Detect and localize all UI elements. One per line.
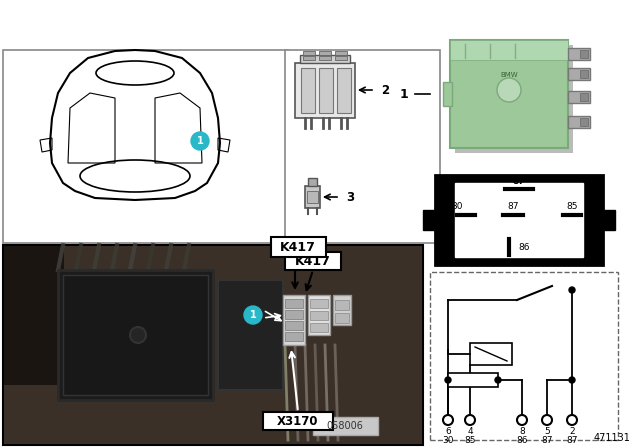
- Bar: [568, 68, 590, 80]
- Bar: [601, 210, 615, 230]
- Circle shape: [567, 415, 577, 425]
- Bar: [285, 50, 440, 243]
- Bar: [308, 295, 330, 335]
- Bar: [4, 246, 64, 385]
- Bar: [568, 91, 590, 103]
- Bar: [263, 412, 333, 430]
- Bar: [568, 116, 590, 128]
- Bar: [285, 252, 341, 270]
- Text: 30: 30: [451, 202, 463, 211]
- Circle shape: [542, 415, 552, 425]
- Text: 30: 30: [442, 435, 454, 444]
- Bar: [4, 246, 422, 444]
- Text: 87: 87: [566, 435, 578, 444]
- Bar: [301, 68, 315, 113]
- Bar: [335, 51, 347, 55]
- Circle shape: [569, 287, 575, 293]
- Bar: [448, 373, 498, 387]
- Bar: [285, 299, 303, 308]
- Bar: [450, 40, 568, 148]
- Text: K417: K417: [295, 254, 331, 267]
- Bar: [303, 56, 315, 60]
- Bar: [303, 51, 315, 55]
- Bar: [218, 280, 283, 390]
- Bar: [430, 272, 618, 440]
- Bar: [271, 237, 326, 257]
- Text: 5: 5: [544, 426, 550, 435]
- Text: X3170: X3170: [277, 414, 319, 427]
- Text: K417: K417: [280, 241, 316, 254]
- Bar: [3, 50, 288, 243]
- Bar: [450, 40, 568, 60]
- Bar: [319, 68, 333, 113]
- Bar: [335, 300, 349, 310]
- Bar: [470, 343, 512, 365]
- Bar: [283, 295, 305, 345]
- Circle shape: [443, 415, 453, 425]
- Bar: [307, 191, 318, 203]
- Text: 471131: 471131: [593, 433, 630, 443]
- Circle shape: [130, 327, 146, 343]
- Text: 85: 85: [566, 202, 578, 211]
- Bar: [580, 50, 588, 58]
- Bar: [455, 45, 573, 153]
- Bar: [285, 321, 303, 330]
- Bar: [319, 56, 331, 60]
- Text: BMW: BMW: [500, 72, 518, 78]
- Bar: [305, 186, 320, 208]
- Text: 8: 8: [519, 426, 525, 435]
- Circle shape: [569, 377, 575, 383]
- Bar: [310, 311, 328, 320]
- Text: 058006: 058006: [326, 421, 364, 431]
- Bar: [580, 70, 588, 78]
- Text: 1: 1: [250, 310, 257, 320]
- Bar: [335, 313, 349, 323]
- Bar: [310, 323, 328, 332]
- Text: 1: 1: [399, 87, 408, 100]
- Bar: [319, 51, 331, 55]
- Bar: [435, 175, 603, 265]
- Text: 86: 86: [516, 435, 528, 444]
- Bar: [295, 63, 355, 118]
- Circle shape: [465, 415, 475, 425]
- Text: 87: 87: [508, 202, 519, 211]
- Bar: [333, 295, 351, 325]
- Bar: [455, 183, 583, 257]
- Circle shape: [517, 415, 527, 425]
- Bar: [568, 48, 590, 60]
- Text: 85: 85: [464, 435, 476, 444]
- Bar: [335, 56, 347, 60]
- Bar: [58, 270, 213, 400]
- Text: 2: 2: [569, 426, 575, 435]
- Circle shape: [495, 377, 501, 383]
- Text: 4: 4: [467, 426, 473, 435]
- Text: 6: 6: [445, 426, 451, 435]
- Text: 2: 2: [381, 83, 389, 96]
- Bar: [308, 178, 317, 186]
- Bar: [3, 245, 423, 445]
- Bar: [310, 299, 328, 308]
- Text: 86: 86: [518, 242, 529, 251]
- Bar: [443, 82, 452, 106]
- Bar: [300, 55, 350, 63]
- Bar: [580, 93, 588, 101]
- Text: 3: 3: [346, 190, 354, 203]
- Text: 87: 87: [513, 177, 525, 185]
- Circle shape: [191, 132, 209, 150]
- Bar: [285, 310, 303, 319]
- Text: 87: 87: [541, 435, 553, 444]
- Circle shape: [497, 78, 521, 102]
- Bar: [337, 68, 351, 113]
- Circle shape: [445, 377, 451, 383]
- Circle shape: [244, 306, 262, 324]
- Bar: [580, 118, 588, 126]
- Bar: [285, 332, 303, 341]
- Bar: [423, 210, 437, 230]
- Text: 1: 1: [196, 136, 204, 146]
- Bar: [313, 417, 378, 435]
- Bar: [63, 275, 208, 395]
